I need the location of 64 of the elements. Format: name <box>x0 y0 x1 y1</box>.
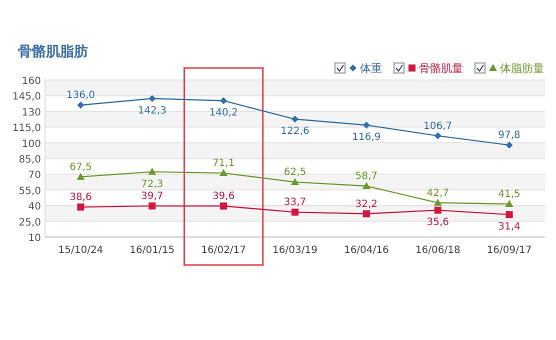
data-label: 41,5 <box>498 189 520 200</box>
point <box>434 198 442 206</box>
point <box>77 102 84 109</box>
data-label: 31,4 <box>498 222 520 233</box>
point <box>362 182 370 190</box>
legend-label: 体脂肪量 <box>500 62 544 75</box>
data-label: 62,5 <box>284 167 306 178</box>
y-tick-label: 55,0 <box>18 186 41 197</box>
x-tick-label: 16/02/17 <box>201 245 246 256</box>
point <box>291 178 299 186</box>
y-tick-label: 25,0 <box>18 217 41 228</box>
point <box>220 202 228 210</box>
point <box>362 210 370 218</box>
point <box>77 204 84 211</box>
x-tick-label: 16/03/19 <box>272 245 318 256</box>
data-label: 122,6 <box>280 126 310 138</box>
point <box>148 168 156 175</box>
point <box>292 116 298 123</box>
point <box>434 206 442 214</box>
point <box>220 97 228 104</box>
y-tick-label: 70 <box>28 170 41 182</box>
x-tick-label: 16/09/17 <box>486 245 532 256</box>
point <box>362 122 370 129</box>
data-label: 116,9 <box>352 132 381 144</box>
y-tick-label: 115,0 <box>12 123 41 134</box>
x-tick-label: 16/04/16 <box>344 245 389 256</box>
legend-label: 体重 <box>360 62 382 75</box>
y-tick-label: 100 <box>22 138 41 150</box>
data-label: 35,6 <box>426 217 449 228</box>
y-tick-label: 145,0 <box>12 92 41 103</box>
data-label: 33,7 <box>284 197 306 208</box>
point <box>506 142 513 149</box>
y-tick-label: 10 <box>28 233 41 244</box>
data-label: 136,0 <box>66 90 96 102</box>
point <box>292 208 298 216</box>
y-tick-label: 40 <box>28 202 41 213</box>
data-label: 42,7 <box>426 188 449 199</box>
x-tick-label: 16/01/15 <box>130 245 175 256</box>
point <box>220 169 228 176</box>
data-label: 106,7 <box>424 120 452 132</box>
point <box>148 202 156 210</box>
data-label: 71,1 <box>212 158 235 170</box>
legend-label: 骨骼肌量 <box>419 62 463 75</box>
y-tick-label: 160 <box>22 76 41 87</box>
x-tick-label: 16/06/18 <box>415 245 460 256</box>
chart-title: 骨骼肌脂肪 <box>18 43 88 60</box>
y-tick-label: 85,0 <box>18 154 41 166</box>
data-label: 58,7 <box>355 171 378 182</box>
data-label: 67,5 <box>70 162 92 173</box>
data-label: 32,2 <box>355 198 378 210</box>
point <box>505 200 514 208</box>
point <box>76 172 85 180</box>
data-label: 140,2 <box>209 108 238 119</box>
x-tick-label: 15/10/24 <box>58 245 104 256</box>
point <box>148 95 156 102</box>
data-label: 97,8 <box>498 130 520 142</box>
data-label: 39,6 <box>212 191 235 202</box>
data-label: 38,6 <box>70 192 92 204</box>
data-label: 39,7 <box>141 190 164 202</box>
data-label: 142,3 <box>138 106 166 117</box>
point <box>434 132 442 140</box>
data-label: 72,3 <box>141 178 164 190</box>
point <box>506 211 513 218</box>
y-tick-label: 130 <box>22 107 41 118</box>
